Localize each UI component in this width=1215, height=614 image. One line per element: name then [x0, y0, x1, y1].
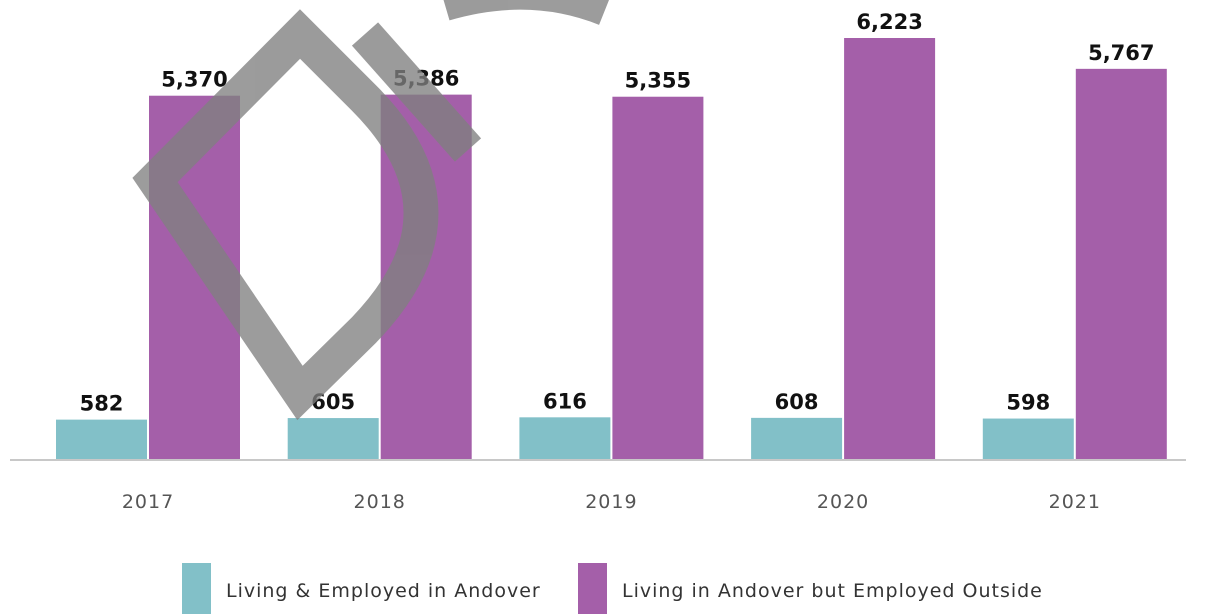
bar-living-employed-2018	[287, 418, 379, 459]
bar-employed-outside-2019	[612, 96, 704, 459]
watermark-letter-r-bowl	[443, 0, 609, 25]
legend-swatch-living-employed	[182, 563, 211, 614]
bar-living-employed-2020	[751, 417, 843, 459]
data-label-living-employed-2019: 616	[543, 389, 587, 413]
data-label-employed-outside-2017: 5,370	[161, 68, 227, 92]
data-label-living-employed-2021: 598	[1006, 391, 1050, 415]
legend-label-living-employed: Living & Employed in Andover	[226, 580, 541, 602]
data-label-employed-outside-2020: 6,223	[856, 10, 922, 34]
data-label-employed-outside-2021: 5,767	[1088, 41, 1154, 65]
watermark-letter-d	[132, 9, 439, 421]
x-tick-2021: 2021	[1049, 491, 1101, 513]
x-tick-2019: 2019	[585, 491, 637, 513]
data-label-living-employed-2020: 608	[775, 390, 819, 414]
x-tick-2020: 2020	[817, 491, 869, 513]
legend-label-employed-outside: Living in Andover but Employed Outside	[622, 580, 1043, 602]
watermark-letter-r-stem	[351, 22, 482, 162]
x-tick-2017: 2017	[122, 491, 174, 513]
bar-living-employed-2017	[56, 419, 147, 459]
legend-swatch-employed-outside	[578, 563, 607, 614]
data-label-employed-outside-2019: 5,355	[625, 69, 691, 93]
data-label-living-employed-2017: 582	[80, 392, 124, 416]
legend: Living & Employed in Andover Living in A…	[182, 563, 1043, 614]
bar-employed-outside-2020	[844, 38, 936, 459]
watermark-draft	[132, 0, 609, 421]
bar-employed-outside-2021	[1075, 68, 1167, 459]
x-tick-2018: 2018	[354, 491, 406, 513]
x-tick-labels: 2017 2018 2019 2020 2021	[122, 491, 1101, 513]
bar-living-employed-2021	[982, 418, 1074, 459]
bar-living-employed-2019	[519, 417, 611, 459]
